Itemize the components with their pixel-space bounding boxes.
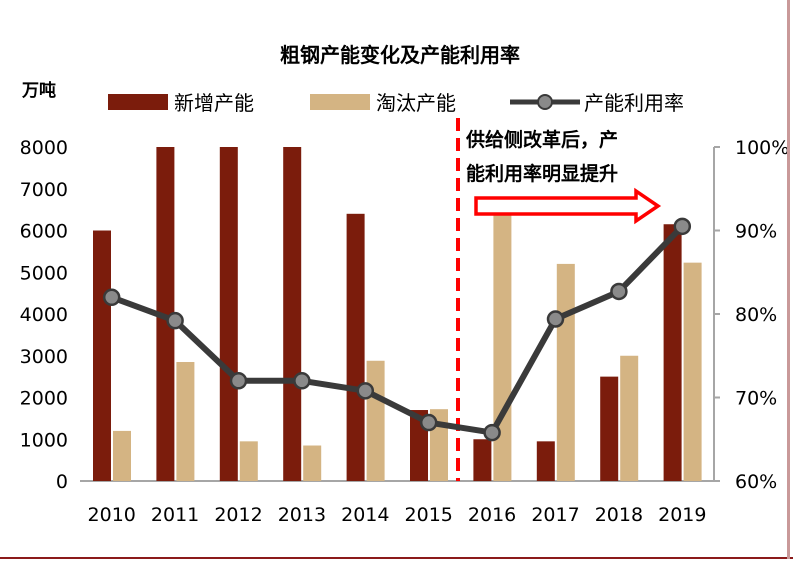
utilization-line [110, 224, 685, 436]
annotation-line-2: 能利用率明显提升 [466, 162, 618, 185]
bar-new-capacity [283, 147, 302, 481]
utilization-point [610, 282, 628, 301]
legend: 新增产能 淘汰产能 产能利用率 [108, 91, 684, 115]
bottom-border [0, 557, 793, 559]
y-left-tick-label: 3000 [20, 346, 68, 368]
utilization-point [673, 217, 692, 236]
y-left-tick-label: 0 [56, 471, 68, 493]
y-axis-unit-label: 万吨 [21, 80, 56, 101]
y-axis-left-ticks: 0 1000 2000 3000 4000 5000 6000 7000 8000 [20, 137, 68, 493]
annotation: 供给侧改革后，产 能利用率明显提升 [465, 128, 662, 225]
utilization-point [102, 288, 121, 307]
legend-marker-utilization [537, 94, 553, 110]
y-left-tick-label: 7000 [20, 179, 68, 201]
bar-eliminated-capacity [556, 263, 575, 481]
utilization-point [546, 310, 565, 328]
y-right-tick-label: 100% [735, 137, 789, 159]
bar-eliminated-capacity [239, 441, 258, 481]
x-tick-label: 2016 [468, 504, 516, 526]
utilization-point [356, 382, 375, 400]
bar-new-capacity [346, 213, 365, 482]
y-left-tick-label: 6000 [20, 221, 68, 243]
annotation-line-1: 供给侧改革后，产 [465, 128, 618, 151]
utilization-series [102, 217, 692, 442]
bar-eliminated-capacity [683, 262, 702, 481]
bar-eliminated-capacity [303, 445, 322, 481]
bar-new-capacity [663, 224, 682, 482]
y-left-tick-label: 1000 [20, 429, 68, 451]
bar-eliminated-capacity [176, 362, 195, 481]
x-tick-label: 2014 [341, 504, 389, 526]
y-right-tick-label: 60% [735, 471, 777, 493]
x-tick-label: 2015 [405, 504, 453, 526]
x-tick-label: 2011 [151, 504, 199, 526]
y-left-tick-label: 4000 [20, 304, 68, 326]
y-left-tick-label: 8000 [20, 137, 68, 159]
bar-eliminated-capacity [493, 209, 512, 481]
bar-new-capacity [473, 439, 492, 481]
x-tick-label: 2012 [214, 504, 262, 526]
bars [93, 147, 702, 482]
utilization-point [419, 413, 438, 432]
utilization-point [483, 423, 501, 442]
legend-label-eliminated-capacity: 淘汰产能 [376, 91, 456, 115]
bar-new-capacity [219, 147, 238, 481]
y-left-tick-label: 5000 [20, 262, 68, 284]
y-right-tick-label: 80% [735, 304, 777, 326]
bar-new-capacity [93, 230, 111, 481]
y-left-tick-label: 2000 [20, 388, 68, 410]
x-tick-label: 2018 [595, 504, 643, 526]
bar-new-capacity [600, 376, 619, 481]
x-tick-label: 2017 [531, 504, 579, 526]
bar-eliminated-capacity [366, 360, 385, 481]
legend-swatch-eliminated-capacity [310, 94, 370, 110]
bar-new-capacity [536, 441, 555, 481]
y-axis-right-ticks: 60% 70% 80% 90% 100% [714, 137, 789, 493]
x-tick-label: 2010 [88, 504, 136, 526]
legend-label-new-capacity: 新增产能 [174, 91, 254, 115]
x-axis-labels: 2010 2011 2012 2013 2014 2015 2016 2017 2018 2019 [88, 504, 707, 526]
utilization-point [229, 372, 248, 390]
bar-eliminated-capacity [113, 430, 131, 481]
y-right-tick-label: 90% [735, 221, 777, 243]
annotation-arrow [474, 187, 662, 225]
chart-title: 粗钢产能变化及产能利用率 [280, 43, 520, 67]
utilization-point [166, 311, 184, 330]
x-tick-label: 2019 [658, 504, 706, 526]
y-right-tick-label: 70% [735, 388, 777, 410]
x-tick-label: 2013 [278, 504, 326, 526]
legend-label-utilization: 产能利用率 [584, 91, 684, 115]
legend-swatch-new-capacity [108, 94, 168, 110]
bar-eliminated-capacity [620, 355, 639, 481]
right-border [787, 0, 790, 559]
utilization-point [293, 372, 311, 390]
